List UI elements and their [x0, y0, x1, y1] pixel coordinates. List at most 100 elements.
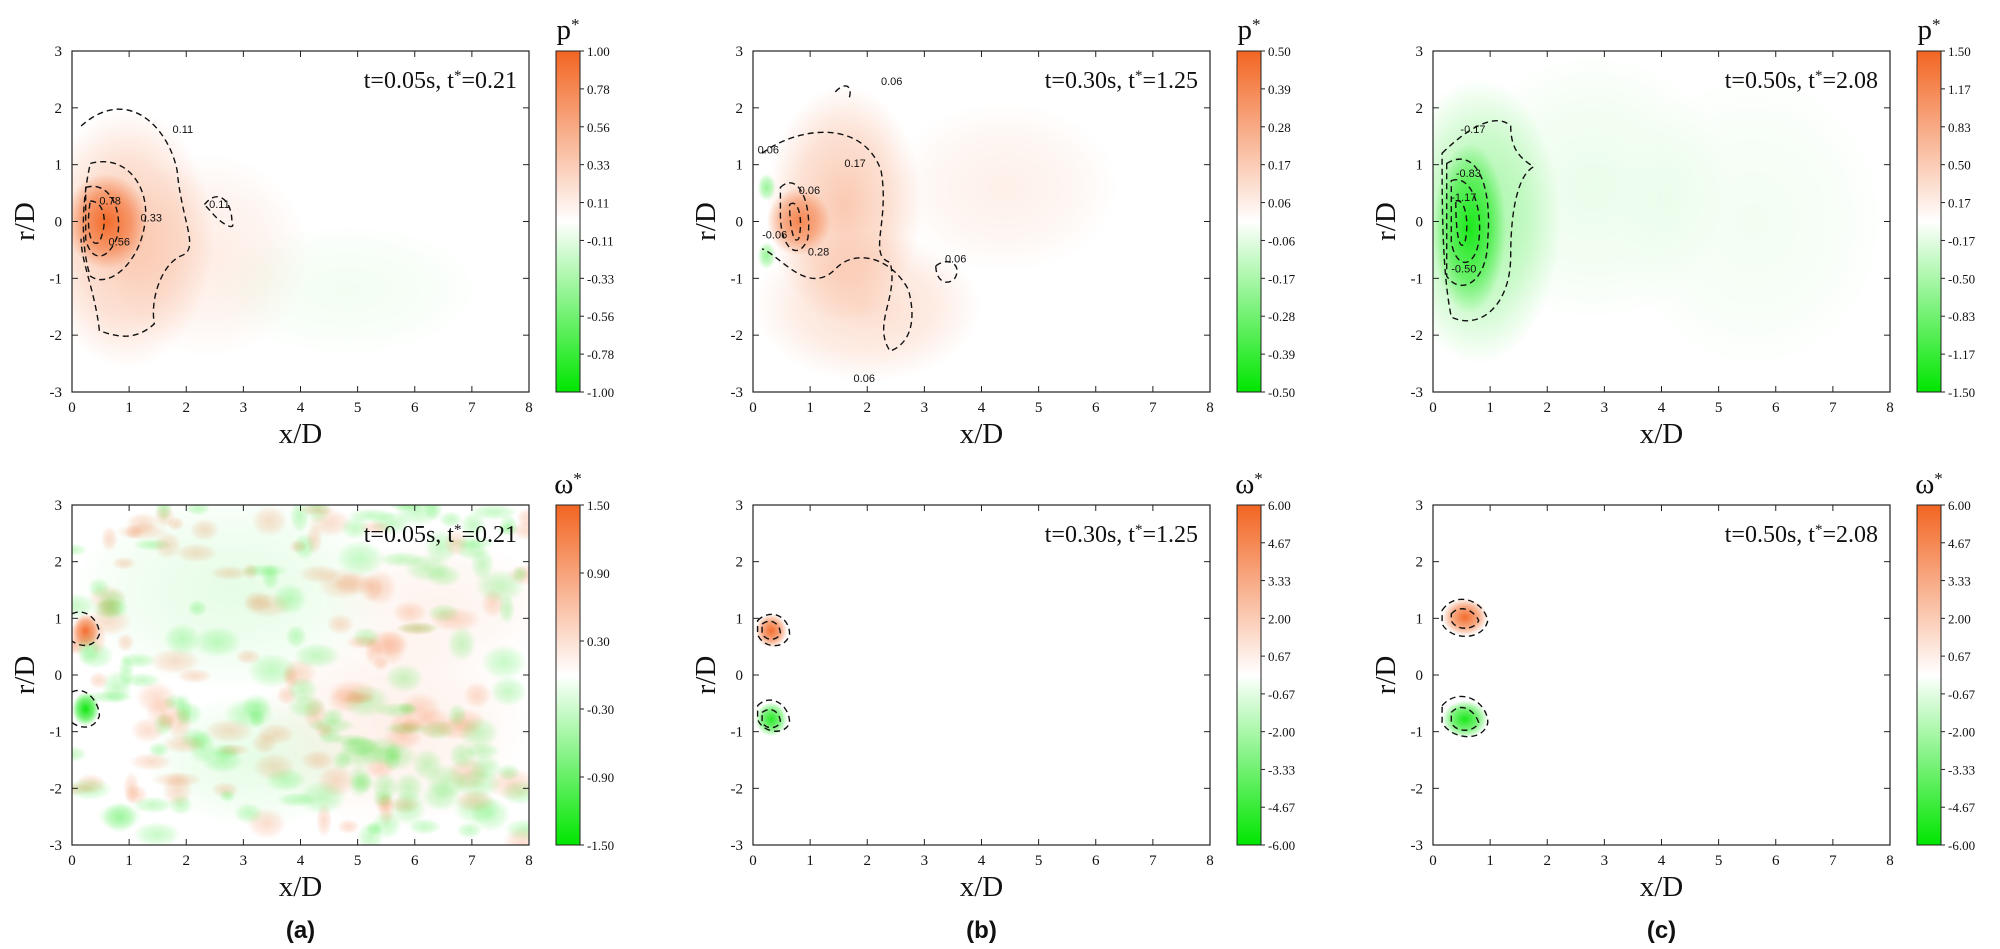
- contour-label: 0.11: [173, 124, 194, 136]
- contour-line: [788, 202, 802, 241]
- y-tick-label: 1: [55, 611, 63, 627]
- y-tick-label: -2: [1411, 781, 1424, 797]
- contour-label: -1.17: [1451, 192, 1476, 204]
- contour-line: [1455, 200, 1468, 246]
- colorbar-tick-label: -0.50: [1948, 271, 1975, 286]
- colorbar: [1236, 504, 1262, 846]
- x-tick-label: 6: [1772, 853, 1780, 869]
- contour-label: 0.11: [209, 199, 230, 211]
- heatmap-field: 0.06 0.06 0.06 0.28 -0.06 0.17 0.06 0.06: [753, 76, 1119, 385]
- colorbar-title: p*: [557, 14, 580, 46]
- x-tick-label: 6: [411, 853, 419, 869]
- field-blob: [1615, 68, 1890, 375]
- colorbar-tick-label: -6.00: [1948, 838, 1975, 853]
- y-axis-label: r/D: [690, 202, 722, 241]
- plot-area: [1433, 505, 1890, 845]
- heatmap-field: 0.11 0.78 0.56 0.33 0.11: [72, 108, 484, 369]
- contour-line: [72, 611, 101, 647]
- colorbar-tick-label: 0.78: [587, 82, 610, 97]
- x-tick-label: 4: [297, 853, 305, 869]
- colorbar-tick-label: -0.28: [1268, 309, 1295, 324]
- y-axis-label: r/D: [9, 656, 41, 695]
- colorbar-tick-label: -0.67: [1948, 687, 1976, 702]
- field-speckle: [496, 523, 520, 537]
- y-tick-label: -2: [1411, 328, 1424, 344]
- x-tick-label: 7: [1829, 400, 1837, 416]
- field-speckle: [438, 511, 463, 528]
- panel-b-bottom: 0 1 2 3 4 5 6 7 8 3 2 1 0 -1 -2 -3 x/D r/D t=0.30s, t*=1.2…: [690, 468, 1296, 903]
- contour-label: 0.28: [808, 247, 829, 259]
- contour-line: [761, 620, 782, 640]
- contour-label: -0.50: [1451, 264, 1476, 276]
- colorbar-tick-label: 0.17: [1268, 158, 1291, 173]
- x-axis-label: x/D: [1640, 871, 1684, 903]
- x-tick-label: 1: [1486, 853, 1494, 869]
- y-tick-label: 1: [1416, 158, 1424, 174]
- y-tick-label: 0: [1416, 215, 1424, 231]
- x-tick-label: 3: [921, 853, 929, 869]
- colorbar-tick-label: 0.50: [1948, 158, 1971, 173]
- contour-line: [1441, 598, 1489, 637]
- x-tick-label: 4: [1658, 400, 1666, 416]
- panel-letter: (b): [966, 917, 997, 944]
- x-axis-label: x/D: [279, 418, 323, 450]
- x-tick-label: 8: [525, 400, 533, 416]
- y-tick-label: -3: [1411, 385, 1424, 401]
- colorbar-tick-label: -0.56: [587, 309, 615, 324]
- colorbar-tick-label: 0.28: [1268, 120, 1291, 135]
- contour-line: [1441, 120, 1535, 322]
- heatmap-field: [755, 613, 791, 737]
- y-axis-label: r/D: [1370, 202, 1402, 241]
- y-axis-label: r/D: [690, 656, 722, 695]
- contour-line: [80, 108, 191, 337]
- colorbar-tick-label: -0.67: [1268, 687, 1296, 702]
- field-blob: [755, 613, 788, 648]
- x-tick-label: 1: [1486, 400, 1494, 416]
- colorbar-tick-label: -0.78: [587, 347, 614, 362]
- y-tick-label: -3: [50, 838, 63, 854]
- field-blob: [140, 692, 370, 828]
- colorbar-tick-label: 0.11: [587, 196, 609, 211]
- field-speckle: [502, 826, 529, 845]
- x-tick-label: 1: [125, 400, 133, 416]
- x-tick-label: 7: [1149, 853, 1157, 869]
- x-tick-label: 2: [864, 400, 872, 416]
- contour-line: [72, 689, 101, 728]
- x-tick-label: 3: [1601, 400, 1609, 416]
- colorbar-tick-label: -0.30: [587, 702, 614, 717]
- y-tick-label: -2: [731, 781, 744, 797]
- y-tick-label: 3: [1416, 44, 1424, 60]
- time-label: t=0.50s, t*=2.08: [1725, 522, 1878, 548]
- x-tick-label: 6: [1092, 400, 1100, 416]
- x-tick-label: 5: [1715, 853, 1723, 869]
- colorbar-tick-label: 0.83: [1948, 120, 1971, 135]
- y-tick-label: -1: [1411, 725, 1424, 741]
- field-speckle: [516, 508, 529, 528]
- colorbar-tick-label: -1.00: [587, 385, 614, 400]
- colorbar-tick-label: 0.30: [587, 634, 610, 649]
- time-label: t=0.30s, t*=1.25: [1045, 68, 1198, 94]
- contour-line: [756, 699, 791, 732]
- field-blob: [757, 173, 776, 202]
- x-tick-label: 5: [1715, 400, 1723, 416]
- x-tick-label: 0: [68, 853, 76, 869]
- field-blob: [209, 221, 484, 358]
- colorbar-tick-label: -0.17: [1948, 233, 1976, 248]
- colorbar-tick-label: 4.67: [1948, 536, 1971, 551]
- contour-line: [87, 200, 105, 245]
- colorbar-tick-label: 0.56: [587, 120, 610, 135]
- field-speckle: [102, 801, 137, 834]
- x-tick-label: 7: [1149, 400, 1157, 416]
- x-tick-label: 2: [864, 853, 872, 869]
- contour-line: [1450, 178, 1481, 263]
- field-speckle: [456, 821, 483, 839]
- x-tick-label: 3: [240, 853, 248, 869]
- contour-label: 0.56: [109, 236, 130, 248]
- field-blob: [323, 539, 529, 675]
- x-tick-label: 6: [1772, 400, 1780, 416]
- contour-line: [779, 182, 810, 252]
- time-label: t=0.30s, t*=1.25: [1045, 522, 1198, 548]
- field-speckle: [75, 773, 107, 795]
- x-tick-label: 3: [240, 400, 248, 416]
